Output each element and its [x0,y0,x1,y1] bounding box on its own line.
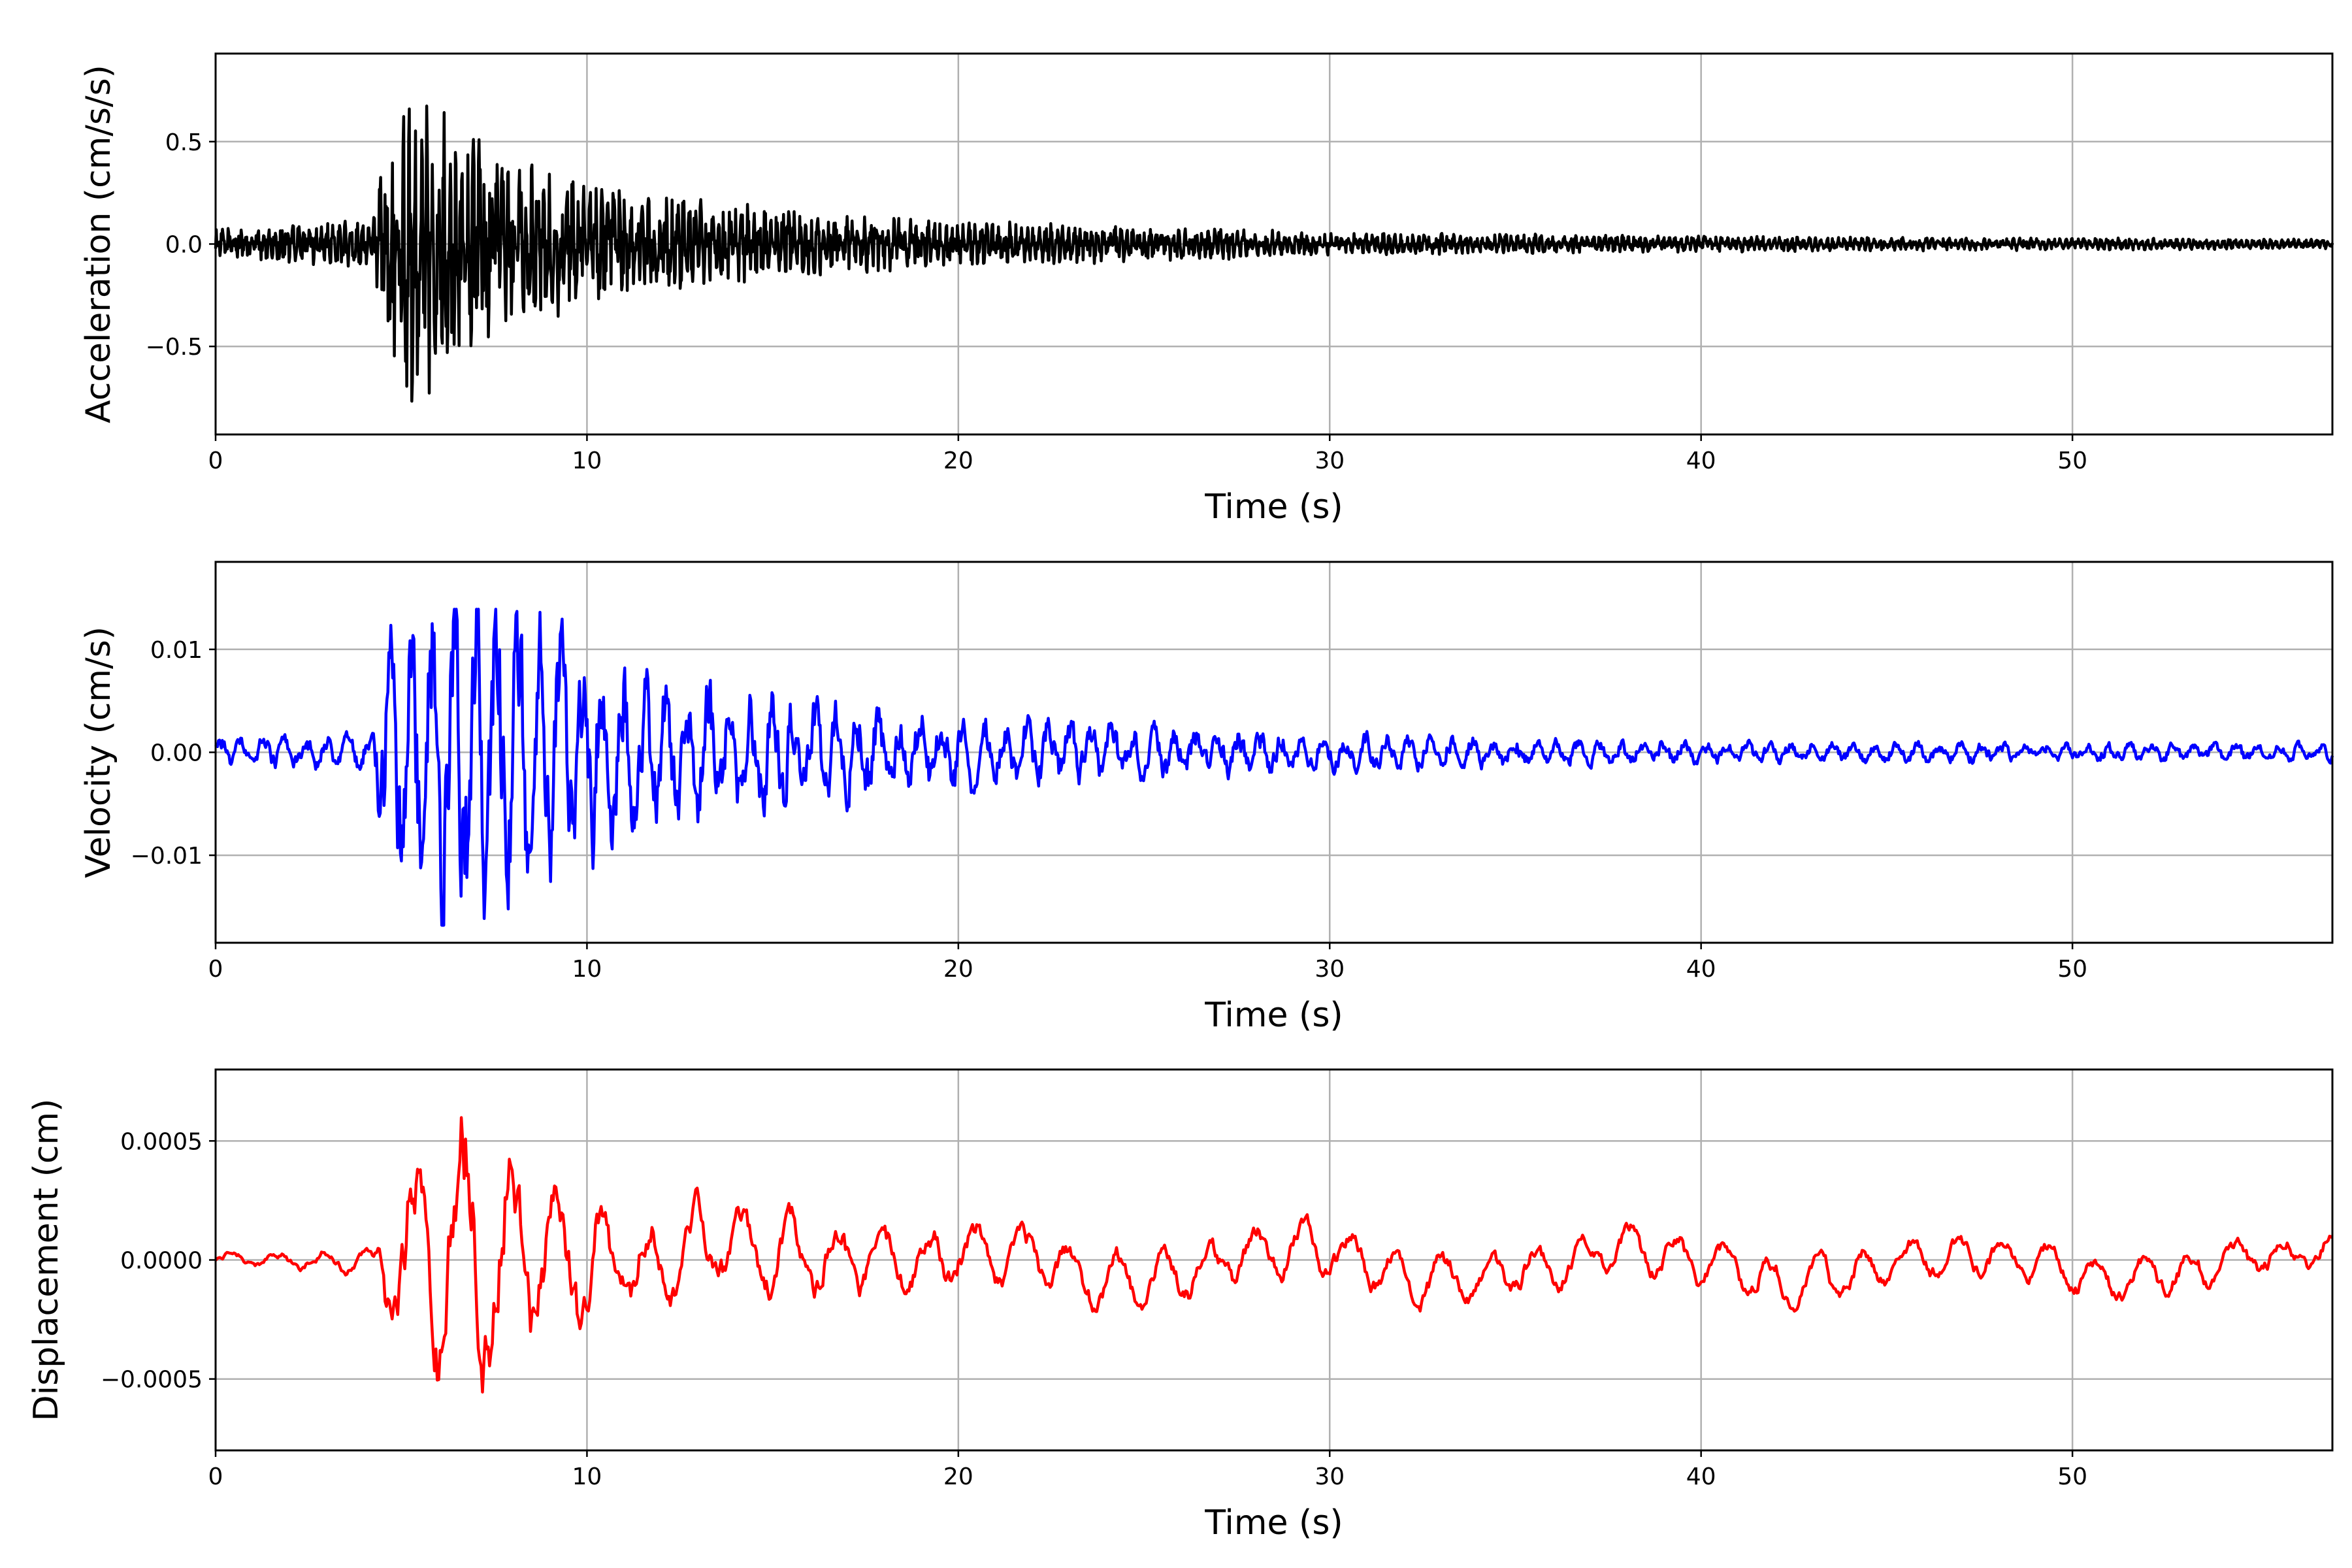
displacement-ticks: 0 10 20 30 40 50 −0.0005 0.0000 0.0005 [101,1128,2087,1490]
velocity-series-line [214,608,2334,927]
velocity-ticks: 0 10 20 30 40 50 −0.01 0.00 0.01 [131,637,2087,983]
velocity-x-tick-label: 0 [208,956,223,983]
displacement-x-tick-label: 50 [2057,1463,2087,1490]
velocity-x-tick-label: 40 [1686,956,1716,983]
displacement-y-tick-label: −0.0005 [101,1367,203,1394]
displacement-x-tick-label: 10 [572,1463,602,1490]
acceleration-x-tick-label: 10 [572,448,602,474]
acceleration-ticks: 0 10 20 30 40 50 −0.5 0.0 0.5 [146,129,2087,474]
acceleration-x-tick-label: 50 [2057,448,2087,474]
displacement-y-tick-label: 0.0000 [120,1248,203,1275]
acceleration-series-line [214,105,2334,403]
acceleration-y-tick-label: 0.0 [165,232,203,259]
acceleration-x-tick-label: 30 [1315,448,1345,474]
displacement-y-axis-label: Displacement (cm) [27,1099,66,1422]
acceleration-x-tick-label: 20 [943,448,973,474]
acceleration-y-tick-label: 0.5 [165,129,203,156]
displacement-x-tick-label: 20 [943,1463,973,1490]
velocity-x-axis-label: Time (s) [1204,996,1343,1035]
velocity-y-tick-label: 0.00 [150,740,203,767]
displacement-y-tick-label: 0.0005 [120,1128,203,1155]
acceleration-y-tick-label: −0.5 [146,334,203,361]
displacement-trace [214,1116,2334,1394]
acceleration-panel: 0 10 20 30 40 50 −0.5 0.0 0.5 Time (s) Accelerat… [79,52,2334,527]
acceleration-x-tick-label: 0 [208,448,223,474]
displacement-x-tick-label: 0 [208,1463,223,1490]
velocity-y-tick-label: 0.01 [150,637,203,664]
velocity-y-axis-label: Velocity (cm/s) [79,627,118,878]
acceleration-trace [214,105,2334,403]
velocity-y-tick-label: −0.01 [131,843,203,870]
velocity-x-tick-label: 30 [1315,956,1345,983]
velocity-x-tick-label: 20 [943,956,973,983]
velocity-x-tick-label: 10 [572,956,602,983]
acceleration-x-tick-label: 40 [1686,448,1716,474]
displacement-series-line [214,1116,2334,1394]
velocity-panel: 0 10 20 30 40 50 −0.01 0.00 0.01 Time (s) Veloci… [79,561,2334,1035]
displacement-x-tick-label: 30 [1315,1463,1345,1490]
velocity-x-tick-label: 50 [2057,956,2087,983]
acceleration-x-axis-label: Time (s) [1204,487,1343,527]
velocity-trace [214,608,2334,927]
acceleration-y-axis-label: Acceleration (cm/s/s) [79,65,118,423]
displacement-x-tick-label: 40 [1686,1463,1716,1490]
displacement-grid [216,1070,2332,1450]
displacement-x-axis-label: Time (s) [1204,1503,1343,1543]
